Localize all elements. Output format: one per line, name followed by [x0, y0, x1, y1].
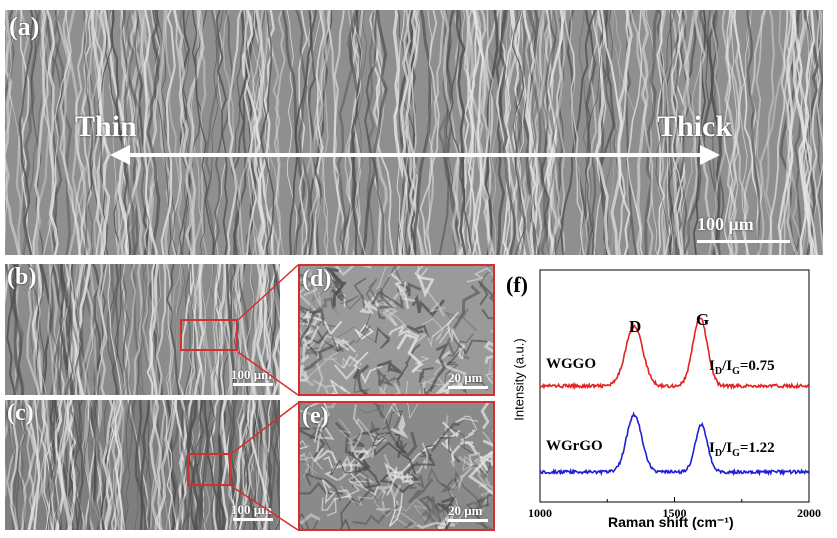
- scale-label-a: 100 μm: [697, 214, 754, 234]
- x-tick-label-1000: 1000: [528, 506, 552, 520]
- sem-image-d: [300, 266, 493, 394]
- scale-label-e: 20 μm: [448, 503, 483, 518]
- thin-label: Thin: [75, 110, 137, 143]
- panel-label-f: (f): [506, 272, 528, 297]
- sem-image-a: [5, 10, 823, 255]
- zoom-box-b: [180, 319, 238, 351]
- panel-label-c: (c): [7, 400, 34, 426]
- panel-label-d: (d): [302, 266, 332, 292]
- scale-bar-e: [448, 519, 488, 522]
- series-line-wggo: [539, 315, 810, 391]
- y-axis-label: Intensity (a.u.): [511, 338, 527, 421]
- scale-bar-c: [233, 518, 273, 521]
- scale-bar-d: [448, 386, 488, 389]
- x-axis-label: Raman shift (cm⁻¹): [608, 514, 734, 530]
- ratio-label-wgrgo: ID/IG=1.22: [709, 440, 775, 459]
- series-line-wgrgo: [539, 411, 810, 477]
- sem-panel-a: (a) Thin Thick 100 μm: [5, 10, 823, 255]
- sem-image-e: [300, 403, 493, 529]
- series-label-wgrgo: WGrGO: [546, 438, 603, 454]
- panel-label-e: (e): [302, 403, 329, 429]
- thick-label: Thick: [657, 110, 733, 143]
- sem-panel-b: (b) 100 μm: [5, 264, 280, 395]
- scale-bar-a: [697, 240, 790, 243]
- peak-label-d: D: [629, 317, 642, 336]
- ratio-label-wggo: ID/IG=0.75: [709, 358, 775, 377]
- x-tick-label-2000: 2000: [797, 506, 821, 520]
- scale-label-c: 100 μm: [231, 502, 272, 517]
- scale-label-b: 100 μm: [231, 367, 272, 382]
- sem-image-b: [5, 264, 280, 395]
- peak-label-g: G: [696, 310, 710, 329]
- sem-panel-e: (e) 20 μm: [298, 401, 495, 531]
- thickness-arrow: [110, 145, 720, 165]
- x-tick-label-1500: 1500: [663, 506, 687, 520]
- raman-chart-panel: 1000 1500 2000 (f) D G WGGO WGrGO ID/IG=0.…: [500, 262, 830, 534]
- scale-bar-b: [233, 383, 273, 386]
- scale-label-d: 20 μm: [448, 370, 483, 385]
- zoom-box-c: [187, 453, 231, 486]
- raman-chart: 1000 1500 2000: [528, 269, 821, 520]
- series-label-wggo: WGGO: [546, 356, 597, 372]
- panel-label-a: (a): [9, 12, 40, 41]
- sem-panel-c: (c) 100 μm: [5, 400, 280, 530]
- panel-label-b: (b): [7, 264, 37, 290]
- sem-panel-d: (d) 20 μm: [298, 264, 495, 396]
